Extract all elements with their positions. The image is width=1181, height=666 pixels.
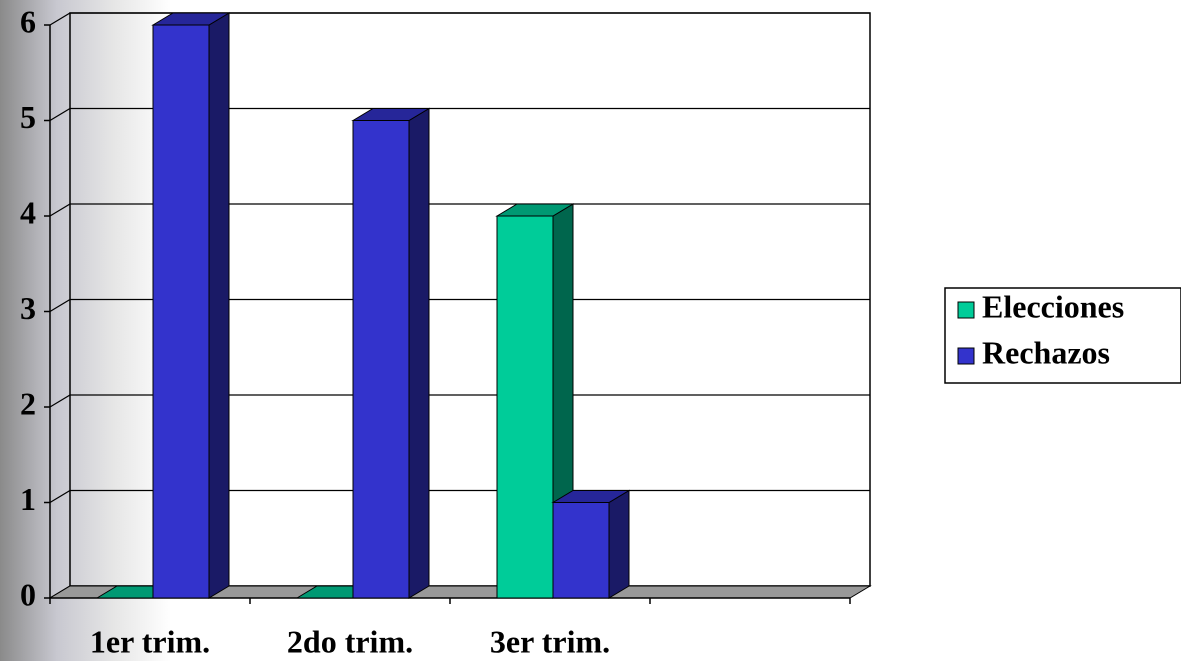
bar: [152, 24, 210, 599]
grid-line: [49, 107, 870, 122]
grid-line: [49, 394, 870, 408]
bar-top: [495, 203, 575, 217]
legend-label: Elecciones: [982, 288, 1124, 324]
bar-side: [408, 107, 430, 599]
grid-line: [49, 203, 870, 217]
y-tick-label: 4: [20, 194, 36, 230]
x-tick-label: 1er trim.: [90, 623, 210, 659]
y-tick-label: 1: [20, 481, 36, 517]
x-tick-label: 2do trim.: [287, 623, 413, 659]
bar-side: [208, 12, 230, 599]
bar: [352, 120, 410, 599]
y-tick-label: 6: [20, 3, 36, 39]
bar-top: [551, 490, 631, 503]
bar-top: [151, 12, 231, 26]
legend-swatch: [957, 347, 975, 365]
y-tick-label: 3: [20, 290, 36, 326]
legend-swatch: [957, 301, 975, 319]
bar: [496, 215, 554, 599]
legend-box: [944, 287, 1181, 384]
grid-line: [49, 298, 870, 313]
y-tick-label: 5: [20, 99, 36, 135]
grid-line: [49, 12, 870, 26]
y-tick-label: 0: [20, 576, 36, 612]
bar-top: [351, 108, 431, 121]
bar-side: [608, 489, 630, 599]
bar: [552, 502, 610, 599]
x-tick-label: 3er trim.: [490, 623, 610, 659]
legend-label: Rechazos: [982, 334, 1110, 370]
y-tick-label: 2: [20, 385, 36, 421]
